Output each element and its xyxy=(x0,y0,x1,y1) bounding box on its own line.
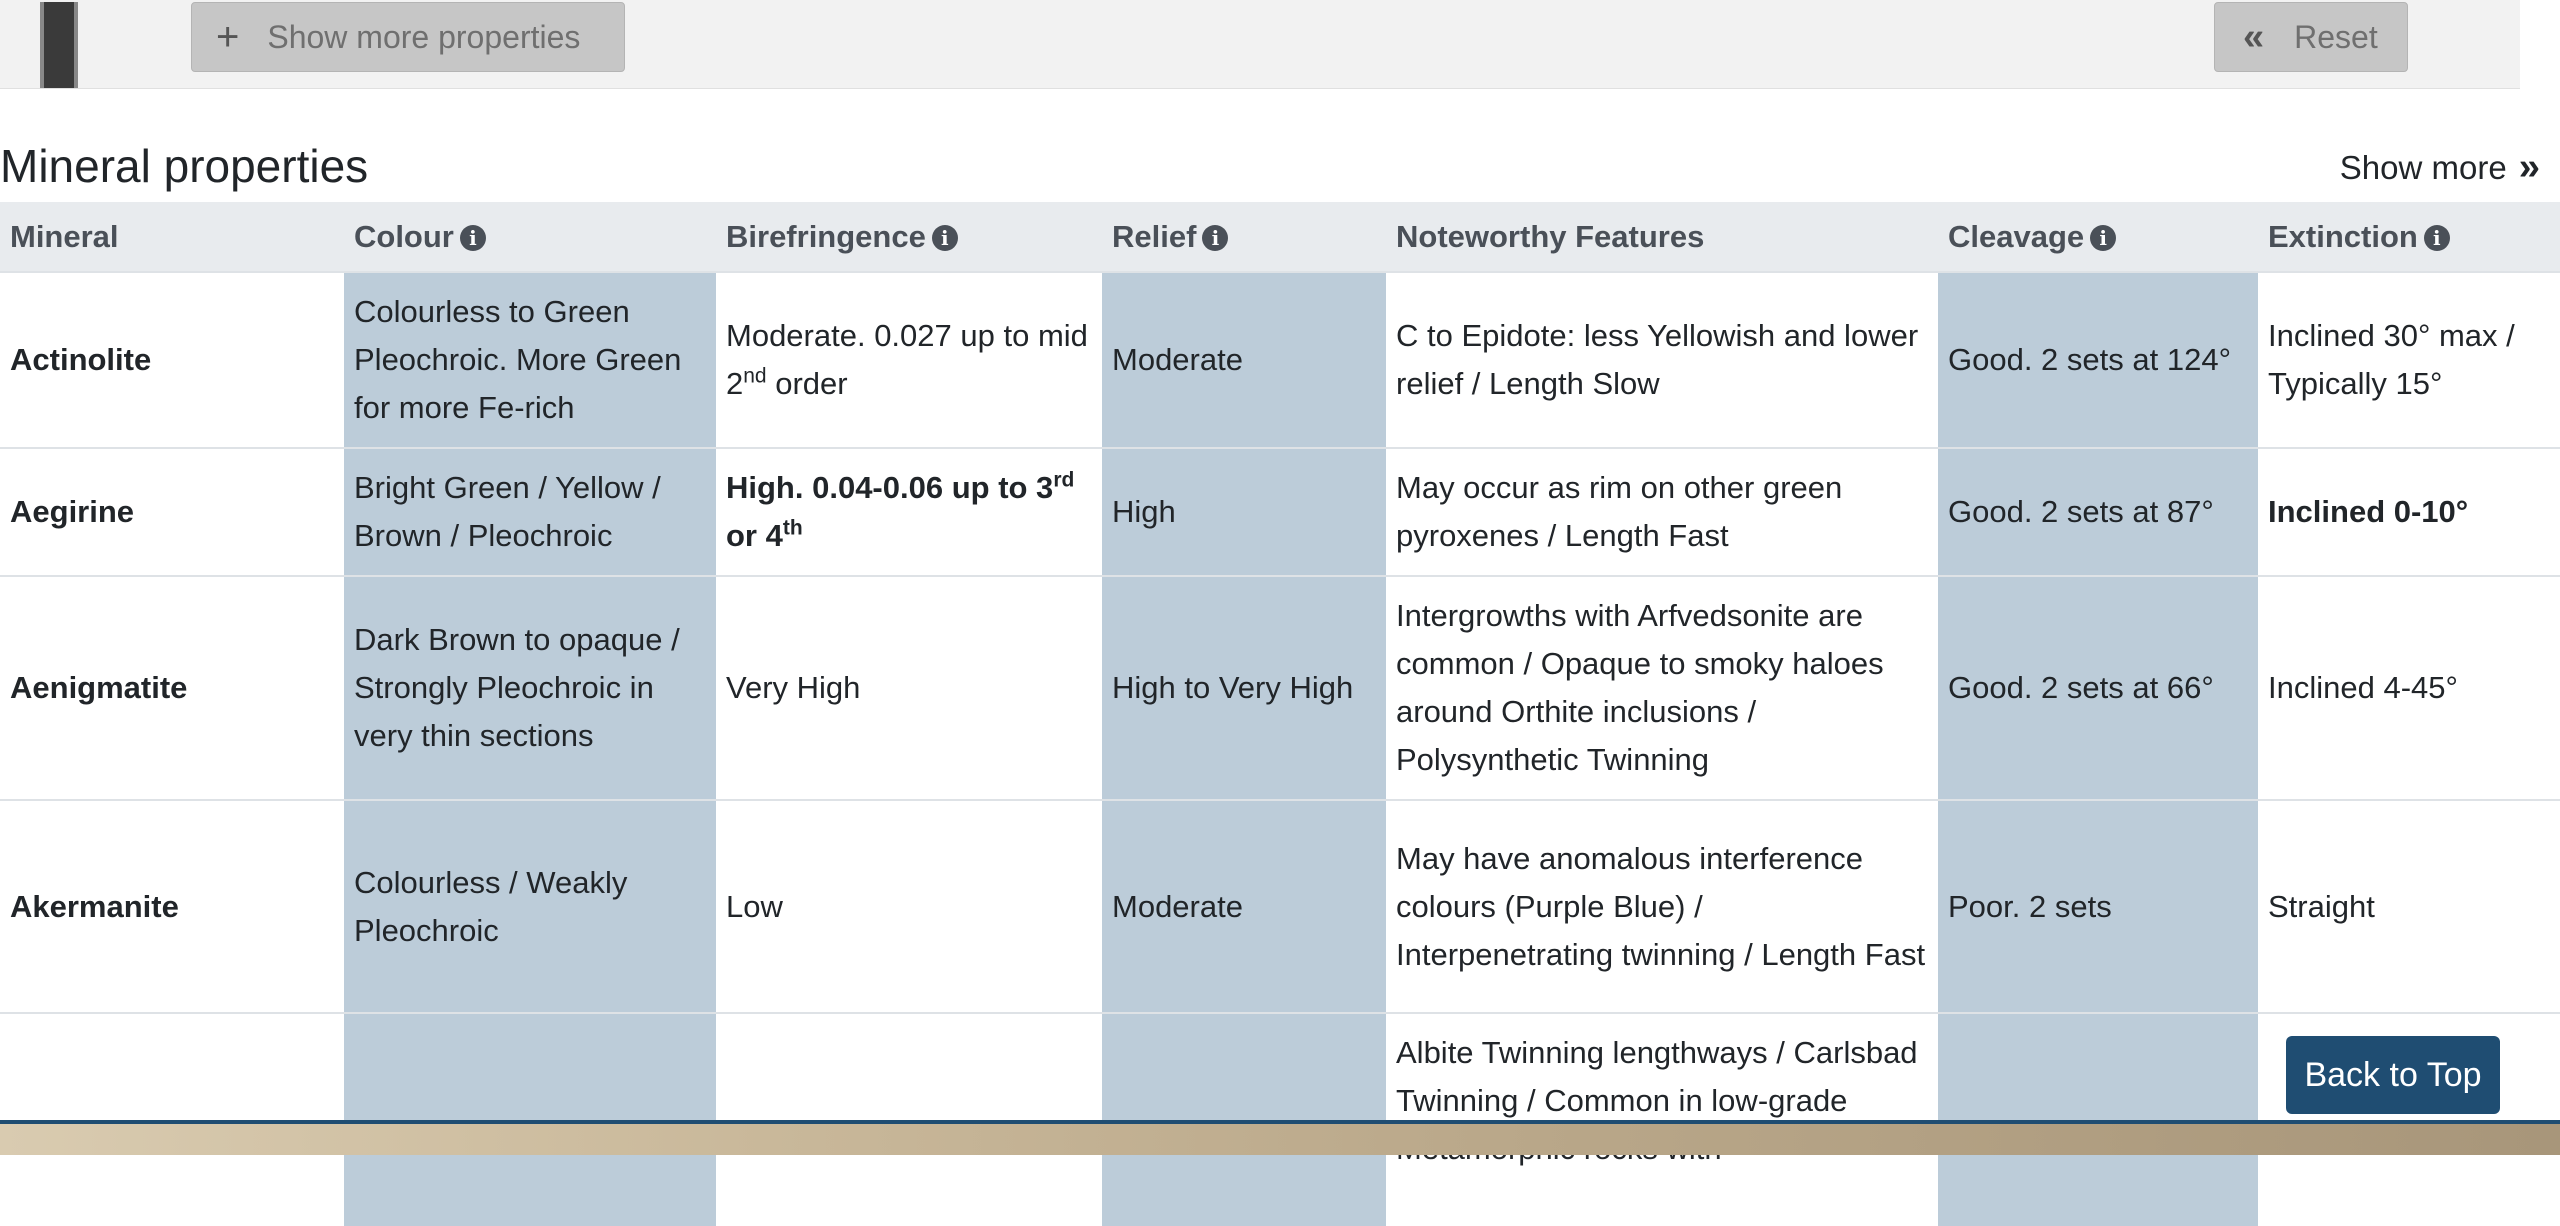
column-header-extinction[interactable]: Extinction i xyxy=(2258,202,2560,272)
plus-icon: + xyxy=(216,15,240,59)
cell-relief: Moderate xyxy=(1102,799,1386,1013)
cell-colour: Bright Green / Yellow / Brown / Pleochro… xyxy=(344,447,716,576)
cell-birefringence: Low xyxy=(716,799,1102,1013)
section-title: Mineral properties xyxy=(0,140,369,192)
info-icon[interactable]: i xyxy=(2423,225,2450,252)
cell-cleavage: Good. 2 sets at 66° xyxy=(1938,575,2258,800)
cell-cleavage: Poor. 2 sets xyxy=(1938,799,2258,1013)
cell-features: May occur as rim on other green pyroxene… xyxy=(1386,447,1938,576)
table-header-row: Mineral Colour i Birefringence i Relief i N… xyxy=(0,202,2560,272)
column-header-birefringence[interactable]: Birefringence i xyxy=(716,202,1102,272)
cell-mineral: Actinolite xyxy=(0,271,344,448)
cell-cleavage: Good. 2 sets at 124° xyxy=(1938,271,2258,448)
cell-extinction: Inclined 4-45° xyxy=(2258,575,2560,800)
column-header-noteworthy-features[interactable]: Noteworthy Features xyxy=(1386,202,1938,272)
cell-features: Intergrowths with Arfvedsonite are commo… xyxy=(1386,575,1938,800)
double-chevron-right-icon: ›› xyxy=(2518,146,2540,188)
bottom-background-strip xyxy=(0,1124,2560,1155)
cell-colour: Colourless / Weakly Pleochroic xyxy=(344,799,716,1013)
cell-relief: High xyxy=(1102,447,1386,576)
cell-cleavage: Good. 2 sets at 87° xyxy=(1938,447,2258,576)
show-more-properties-label: Show more properties xyxy=(267,18,581,55)
info-icon[interactable]: i xyxy=(459,225,486,252)
cell-colour: Colourless to Green Pleochroic. More Gre… xyxy=(344,271,716,448)
cell-birefringence: Very High xyxy=(716,575,1102,800)
cell-birefringence: Moderate. 0.027 up to mid 2nd order xyxy=(716,271,1102,448)
cell-mineral: Akermanite xyxy=(0,799,344,1013)
show-more-properties-button[interactable]: + Show more properties xyxy=(191,2,625,72)
info-icon[interactable]: i xyxy=(2090,225,2117,252)
cell-features: May have anomalous interference colours … xyxy=(1386,799,1938,1013)
info-icon[interactable]: i xyxy=(1202,225,1229,252)
table-row: Aenigmatite Dark Brown to opaque / Stron… xyxy=(0,575,2560,800)
cell-extinction: Straight xyxy=(2258,799,2560,1013)
mineral-properties-table: Mineral Colour i Birefringence i Relief i N… xyxy=(0,202,2560,1226)
drag-handle[interactable] xyxy=(40,2,78,88)
double-chevron-left-icon: « xyxy=(2243,16,2265,58)
bottom-divider xyxy=(0,1120,2560,1124)
cell-extinction: Inclined 0-10° xyxy=(2258,447,2560,576)
show-more-link[interactable]: Show more ›› xyxy=(2339,146,2540,189)
table-row: Akermanite Colourless / Weakly Pleochroi… xyxy=(0,799,2560,1013)
table-row: Actinolite Colourless to Green Pleochroi… xyxy=(0,271,2560,448)
cell-extinction: Inclined 30° max / Typically 15° xyxy=(2258,271,2560,448)
column-header-cleavage[interactable]: Cleavage i xyxy=(1938,202,2258,272)
filter-bar: + Show more properties « Reset xyxy=(0,0,2520,89)
cell-birefringence: High. 0.04-0.06 up to 3rd or 4th xyxy=(716,447,1102,576)
column-header-mineral[interactable]: Mineral xyxy=(0,202,344,272)
show-more-label: Show more xyxy=(2339,148,2507,186)
table-row: Aegirine Bright Green / Yellow / Brown /… xyxy=(0,447,2560,576)
cell-relief: Moderate xyxy=(1102,271,1386,448)
cell-mineral: Aegirine xyxy=(0,447,344,576)
info-icon[interactable]: i xyxy=(931,225,958,252)
cell-relief: High to Very High xyxy=(1102,575,1386,800)
back-to-top-button[interactable]: Back to Top xyxy=(2286,1036,2500,1114)
cell-colour: Dark Brown to opaque / Strongly Pleochro… xyxy=(344,575,716,800)
reset-button[interactable]: « Reset xyxy=(2214,2,2408,72)
cell-mineral: Aenigmatite xyxy=(0,575,344,800)
reset-label: Reset xyxy=(2294,18,2378,55)
column-header-colour[interactable]: Colour i xyxy=(344,202,716,272)
column-header-relief[interactable]: Relief i xyxy=(1102,202,1386,272)
cell-features: C to Epidote: less Yellowish and lower r… xyxy=(1386,271,1938,448)
